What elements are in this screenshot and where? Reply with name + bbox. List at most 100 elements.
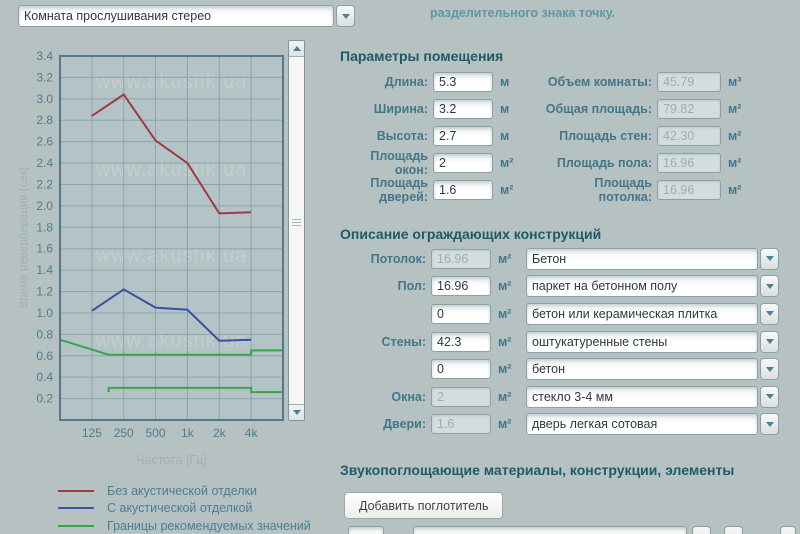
windows-material-dropdown-button[interactable] [760,385,779,408]
windows-area-unit: м² [500,155,514,170]
field-row-total-area: Общая площадь: м² [538,96,741,123]
walls-area-unit: м² [728,128,742,143]
chevron-down-icon [765,256,774,262]
field-row-width: Ширина: м [340,96,513,123]
length-label: Длина: [384,75,428,90]
chart-scrollbar[interactable] [288,40,305,421]
ceiling-area-output [657,179,721,200]
svg-text:1.8: 1.8 [36,220,53,234]
doors-area-unit: м² [500,182,514,197]
chevron-down-icon [341,13,350,19]
field-row-doors-area: Площадь дверей: м² [340,175,514,204]
construction-row-floor: Пол: м² [340,273,779,301]
hint-note: разделительного знака точку. [430,6,616,20]
chevron-down-icon [765,366,774,372]
scroll-down-button[interactable] [289,404,304,420]
room-volume-output [657,72,721,93]
area-unit: м² [498,251,512,266]
walls2-area-field[interactable] [431,359,491,380]
doors-area-label: Площадь дверей: [370,175,428,204]
svg-text:500: 500 [146,426,166,440]
svg-text:2.8: 2.8 [36,113,53,127]
triangle-down-icon [292,410,301,415]
ceiling-material-dropdown-button[interactable] [760,247,779,270]
windows-material-select[interactable] [526,385,758,408]
section-title-absorbers: Звукопоглощающие материалы, конструкции,… [340,462,735,478]
height-input[interactable] [433,125,493,146]
windows-area-label: Площадь окон: [370,148,428,177]
floor-area-label: Площадь пола: [556,155,652,170]
absorber-remove-button[interactable] [724,526,743,534]
legend-label: Без акустической отделки [107,483,258,498]
chevron-down-icon [765,339,774,345]
chevron-down-icon [765,394,774,400]
svg-text:1.6: 1.6 [36,242,53,256]
width-input[interactable] [433,99,493,120]
chevron-down-icon [765,421,774,427]
walls-area-output [657,125,721,146]
field-row-height: Высота: м [340,123,513,150]
room-type-dropdown-button[interactable] [336,5,355,27]
ceiling-label: Потолок: [370,251,426,266]
field-row-windows-area: Площадь окон: м² [340,148,514,177]
walls2-material-dropdown-button[interactable] [760,358,779,381]
field-row-floor-area: Площадь пола: м² [538,149,741,176]
length-unit: м [500,75,510,90]
reverberation-chart: www.akustik.ua www.akustik.ua www.akustik.… [18,49,284,467]
scroll-up-button[interactable] [289,41,304,57]
walls-material-select[interactable] [526,330,758,353]
floor-material-dropdown-button[interactable] [760,275,779,298]
add-absorber-button[interactable]: Добавить поглотитель [344,492,504,519]
construction-row-ceiling: Потолок: м² [340,245,779,273]
ceiling-area-field [431,248,491,269]
floor-area-field[interactable] [431,276,491,297]
svg-text:0.8: 0.8 [36,327,53,341]
room-type-select[interactable] [18,5,334,27]
doors-label: Двери: [383,417,426,432]
doors-area-input[interactable] [433,179,493,200]
floor-label: Пол: [397,279,426,294]
absorber-dropdown-button[interactable] [692,526,711,534]
svg-text:0.2: 0.2 [36,392,53,406]
construction-row-doors: Двери: м² [340,411,779,439]
legend-item: Границы рекомендуемых значений [58,517,311,534]
svg-text:1k: 1k [181,426,195,440]
svg-text:2.6: 2.6 [36,135,53,149]
svg-text:0.4: 0.4 [36,370,53,384]
area-unit: м² [498,334,512,349]
absorber-material-select[interactable] [413,526,687,534]
floor2-material-dropdown-button[interactable] [760,302,779,325]
legend-line-untreated [58,489,94,492]
svg-text:3.2: 3.2 [36,70,53,84]
windows-label: Окна: [391,389,426,404]
length-input[interactable] [433,72,493,93]
doors-material-select[interactable] [526,413,758,436]
area-unit: м² [498,389,512,404]
walls-area-field[interactable] [431,331,491,352]
floor2-material-select[interactable] [526,302,758,325]
svg-text:2.4: 2.4 [36,156,53,170]
svg-text:www.akustik.ua: www.akustik.ua [95,159,248,181]
scroll-thumb-grip[interactable] [292,219,301,227]
absorber-quantity-input[interactable] [348,526,384,534]
legend-item: С акустической отделкой [58,500,311,518]
windows-area-input[interactable] [433,152,493,173]
width-unit: м [500,102,510,117]
floor2-area-field[interactable] [431,303,491,324]
area-unit: м² [498,306,512,321]
svg-text:0.6: 0.6 [36,349,53,363]
svg-text:1.0: 1.0 [36,306,53,320]
legend-item: Без акустической отделки [58,482,311,500]
area-unit: м² [498,279,512,294]
floor-material-select[interactable] [526,275,758,298]
doors-material-dropdown-button[interactable] [760,413,779,436]
field-row-walls-area: Площадь стен: м² [538,123,741,150]
ceiling-material-select[interactable] [526,247,758,270]
field-row-ceiling-area: Площадь потолка: м² [538,176,741,204]
absorber-scroll-button[interactable] [780,526,796,534]
floor-area-output [657,152,721,173]
walls-material-dropdown-button[interactable] [760,330,779,353]
svg-text:Время реверберации [сек]: Время реверберации [сек] [18,167,30,308]
svg-text:Частота [Гц]: Частота [Гц] [136,453,207,467]
walls2-material-select[interactable] [526,358,758,381]
